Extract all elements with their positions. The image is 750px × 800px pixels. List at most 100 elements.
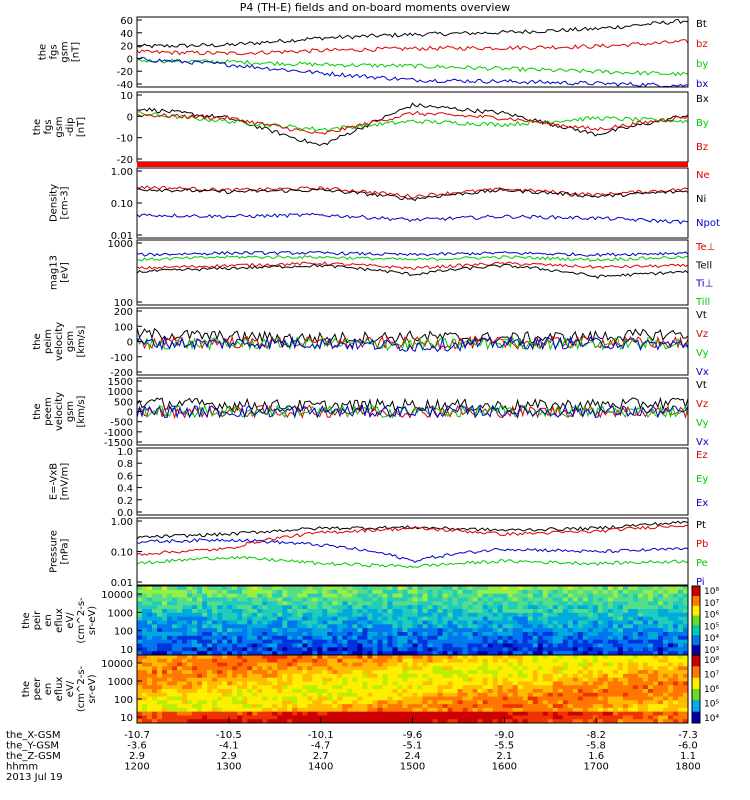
spectrogram-cell	[642, 689, 649, 694]
spectrogram-cell	[167, 670, 173, 675]
spectrogram-cell	[582, 589, 589, 594]
spectrogram-cell	[237, 707, 243, 712]
spectrogram-cell	[152, 601, 158, 606]
spectrogram-cell	[567, 670, 574, 675]
spectrogram-cell	[367, 658, 373, 663]
spectrogram-cell	[587, 707, 594, 712]
spectrogram-cell	[497, 692, 503, 697]
panel-1-ylabel: fgs	[49, 44, 60, 59]
spectrogram-cell	[312, 593, 318, 598]
spectrogram-cell	[537, 715, 544, 720]
spectrogram-cell	[577, 632, 584, 637]
spectrogram-cell	[252, 609, 258, 614]
spectrogram-cell	[182, 655, 188, 660]
spectrogram-cell	[352, 593, 358, 598]
spectrogram-cell	[147, 685, 153, 690]
spectrogram-cell	[587, 673, 594, 678]
spectrogram-cell	[142, 685, 148, 690]
spectrogram-cell	[557, 639, 564, 644]
spectrogram-cell	[502, 651, 508, 656]
spectrogram-cell	[657, 681, 664, 686]
spectrogram-cell	[662, 681, 669, 686]
spectrogram-cell	[417, 666, 423, 671]
spectrogram-cell	[407, 658, 413, 663]
spectrogram-cell	[267, 647, 273, 652]
spectrogram-cell	[267, 673, 273, 678]
spectrogram-cell	[312, 589, 318, 594]
spectrogram-cell	[517, 612, 523, 617]
spectrogram-cell	[287, 639, 293, 644]
spectrogram-cell	[557, 704, 564, 709]
spectrogram-cell	[212, 711, 218, 716]
spectrogram-cell	[412, 651, 418, 656]
spectrogram-cell	[187, 696, 193, 701]
spectrogram-cell	[312, 719, 318, 724]
spectrogram-cell	[542, 616, 549, 621]
spectrogram-cell	[652, 609, 659, 614]
spectrogram-cell	[412, 609, 418, 614]
spectrogram-cell	[182, 711, 188, 716]
spectrogram-cell	[532, 647, 539, 652]
spectrogram-cell	[302, 677, 308, 682]
spectrogram-cell	[337, 700, 343, 705]
spectrogram-cell	[462, 704, 468, 709]
spectrogram-cell	[392, 643, 398, 648]
spectrogram-cell	[382, 673, 388, 678]
spectrogram-cell	[622, 586, 629, 591]
spectrogram-cell	[637, 677, 644, 682]
spectrogram-cell	[647, 635, 654, 640]
spectrogram-cell	[357, 632, 363, 637]
spectrogram-cell	[627, 666, 634, 671]
spectrogram-cell	[212, 651, 218, 656]
spectrogram-cell	[382, 593, 388, 598]
spectrogram-cell	[567, 711, 574, 716]
spectrogram-cell	[142, 589, 148, 594]
spectrogram-cell	[287, 628, 293, 633]
spectrogram-cell	[422, 612, 428, 617]
spectrogram-cell	[222, 677, 228, 682]
spectrogram-cell	[677, 704, 684, 709]
spectrogram-cell	[427, 689, 433, 694]
spectrogram-cell	[607, 704, 614, 709]
spectrogram-cell	[642, 662, 649, 667]
spectrogram-cell	[432, 597, 438, 602]
spectrogram-cell	[277, 612, 283, 617]
spectrogram-cell	[177, 673, 183, 678]
spectrogram-cell	[487, 677, 493, 682]
spectrogram-cell	[672, 616, 679, 621]
spectrogram-cell	[282, 689, 288, 694]
spectrogram-cell	[212, 681, 218, 686]
spectrogram-cell	[502, 692, 508, 697]
spectrogram-cell	[392, 685, 398, 690]
panel-9-ylabel: peir	[32, 610, 43, 630]
spectrogram-cell	[637, 689, 644, 694]
spectrogram-cell	[212, 620, 218, 625]
spectrogram-cell	[217, 670, 223, 675]
spectrogram-cell	[537, 670, 544, 675]
spectrogram-cell	[217, 643, 223, 648]
spectrogram-cell	[152, 719, 158, 724]
spectrogram-cell	[582, 696, 589, 701]
spectrogram-cell	[647, 620, 654, 625]
spectrogram-cell	[602, 689, 609, 694]
spectrogram-cell	[577, 605, 584, 610]
spectrogram-cell	[262, 715, 268, 720]
spectrogram-cell	[222, 616, 228, 621]
spectrogram-cell	[227, 658, 233, 663]
spectrogram-cell	[217, 605, 223, 610]
spectrogram-cell	[177, 662, 183, 667]
spectrogram-cell	[297, 681, 303, 686]
spectrogram-cell	[597, 700, 604, 705]
spectrogram-cell	[167, 616, 173, 621]
spectrogram-cell	[447, 666, 453, 671]
legend-Ne: Ne	[696, 170, 710, 181]
spectrogram-cell	[432, 670, 438, 675]
spectrogram-cell	[427, 700, 433, 705]
spectrogram-cell	[677, 711, 684, 716]
spectrogram-cell	[632, 681, 639, 686]
spectrogram-cell	[447, 601, 453, 606]
spectrogram-cell	[467, 639, 473, 644]
spectrogram-cell	[417, 593, 423, 598]
spectrogram-cell	[447, 689, 453, 694]
spectrogram-cell	[167, 612, 173, 617]
